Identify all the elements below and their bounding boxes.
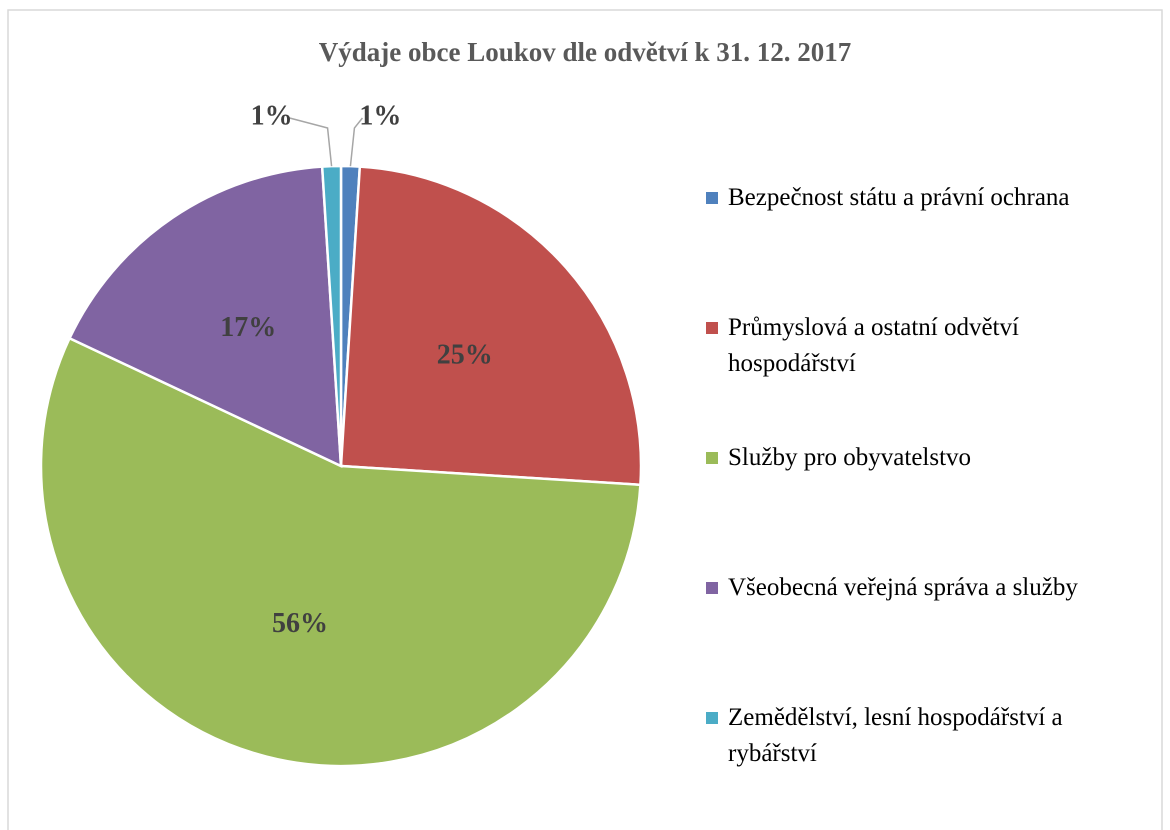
legend-item: Průmyslová a ostatní odvětví hospodářstv… [706,310,1126,440]
data-label: 17% [220,312,276,343]
legend-item: Všeobecná veřejná správa a služby [706,570,1126,700]
legend-label: Všeobecná veřejná správa a služby [728,574,1078,601]
data-label: 1% [251,100,293,131]
legend-swatch [706,452,718,464]
leader-line [349,117,364,167]
data-label: 56% [272,608,328,639]
legend-item: Bezpečnost státu a právní ochrana [706,180,1126,310]
legend-item: Zemědělství, lesní hospodářství a rybářs… [706,700,1126,830]
pie-slice [320,164,343,467]
legend-swatch [706,582,718,594]
legend-item: Služby pro obyvatelstvo [706,440,1126,570]
leader-line [289,117,333,167]
pie-slice [67,165,343,469]
legend-label: Služby pro obyvatelstvo [728,444,972,471]
legend-label: Průmyslová a ostatní odvětví hospodářstv… [728,314,1019,377]
chart-title: Výdaje obce Loukov dle odvětví k 31. 12.… [319,37,852,67]
legend-swatch [706,712,718,724]
legend-label: Zemědělství, lesní hospodářství a rybářs… [728,704,1063,767]
pie-slice [39,336,642,768]
legend-swatch [706,322,718,334]
legend-swatch [706,192,718,204]
chart-border [7,9,1163,830]
legend-label: Bezpečnost státu a právní ochrana [728,184,1070,211]
data-label: 1% [359,100,401,131]
legend: Bezpečnost státu a právní ochrana Průmysl… [706,180,1126,830]
data-label: 25% [437,339,493,370]
pie-slice [339,165,643,487]
